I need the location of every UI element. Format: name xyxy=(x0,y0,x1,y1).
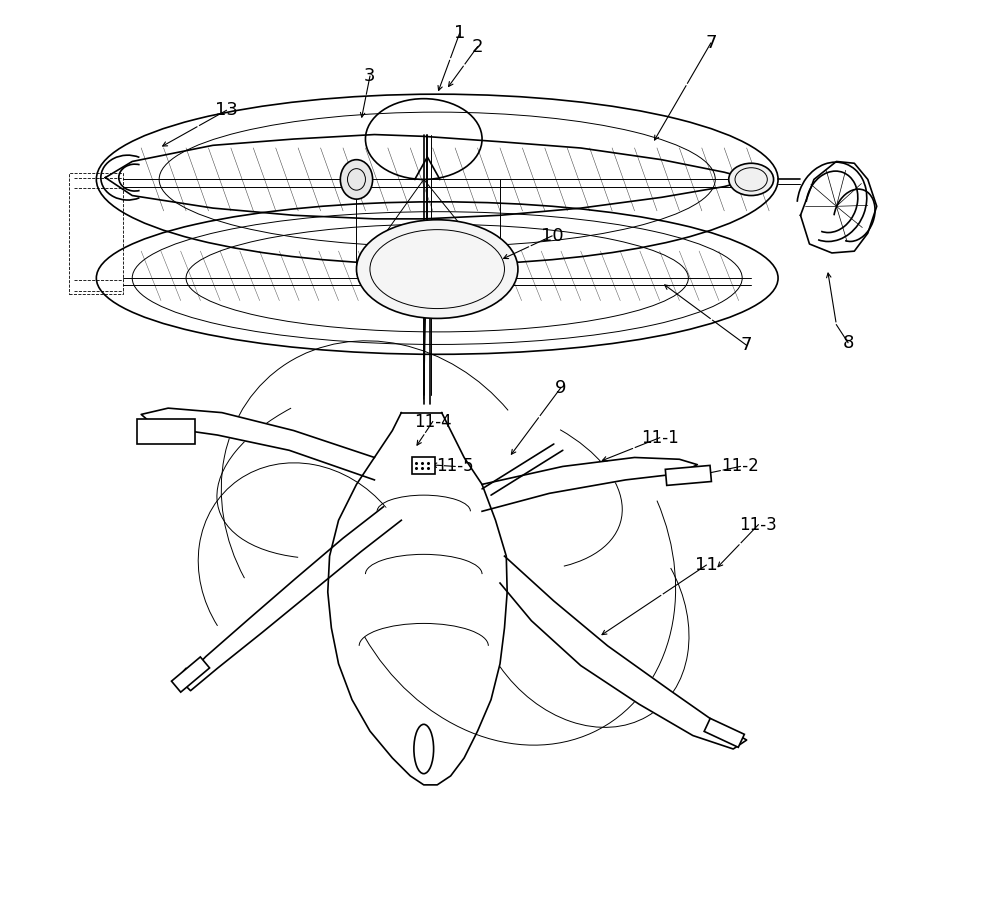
Text: 11-1: 11-1 xyxy=(641,429,679,447)
Text: 11-2: 11-2 xyxy=(722,457,759,475)
FancyBboxPatch shape xyxy=(412,457,435,474)
Polygon shape xyxy=(482,457,697,511)
Ellipse shape xyxy=(340,160,373,199)
Polygon shape xyxy=(171,657,210,692)
Text: 9: 9 xyxy=(555,379,567,396)
Polygon shape xyxy=(704,718,744,747)
Polygon shape xyxy=(500,556,747,749)
Text: 8: 8 xyxy=(842,334,854,352)
Text: 10: 10 xyxy=(541,227,563,245)
Polygon shape xyxy=(141,408,374,480)
Text: 11-4: 11-4 xyxy=(414,413,452,431)
Polygon shape xyxy=(182,507,401,691)
Text: 2: 2 xyxy=(472,38,483,56)
Ellipse shape xyxy=(356,220,518,318)
Text: 11-3: 11-3 xyxy=(739,516,777,534)
Text: 3: 3 xyxy=(364,67,376,85)
Text: 7: 7 xyxy=(705,34,717,52)
FancyBboxPatch shape xyxy=(137,419,195,444)
Text: 11: 11 xyxy=(695,556,718,574)
Text: 1: 1 xyxy=(454,24,465,42)
Text: 11-5: 11-5 xyxy=(436,457,474,475)
Ellipse shape xyxy=(729,163,774,196)
Text: 7: 7 xyxy=(741,336,752,354)
Text: 13: 13 xyxy=(215,101,238,119)
Polygon shape xyxy=(665,466,711,485)
